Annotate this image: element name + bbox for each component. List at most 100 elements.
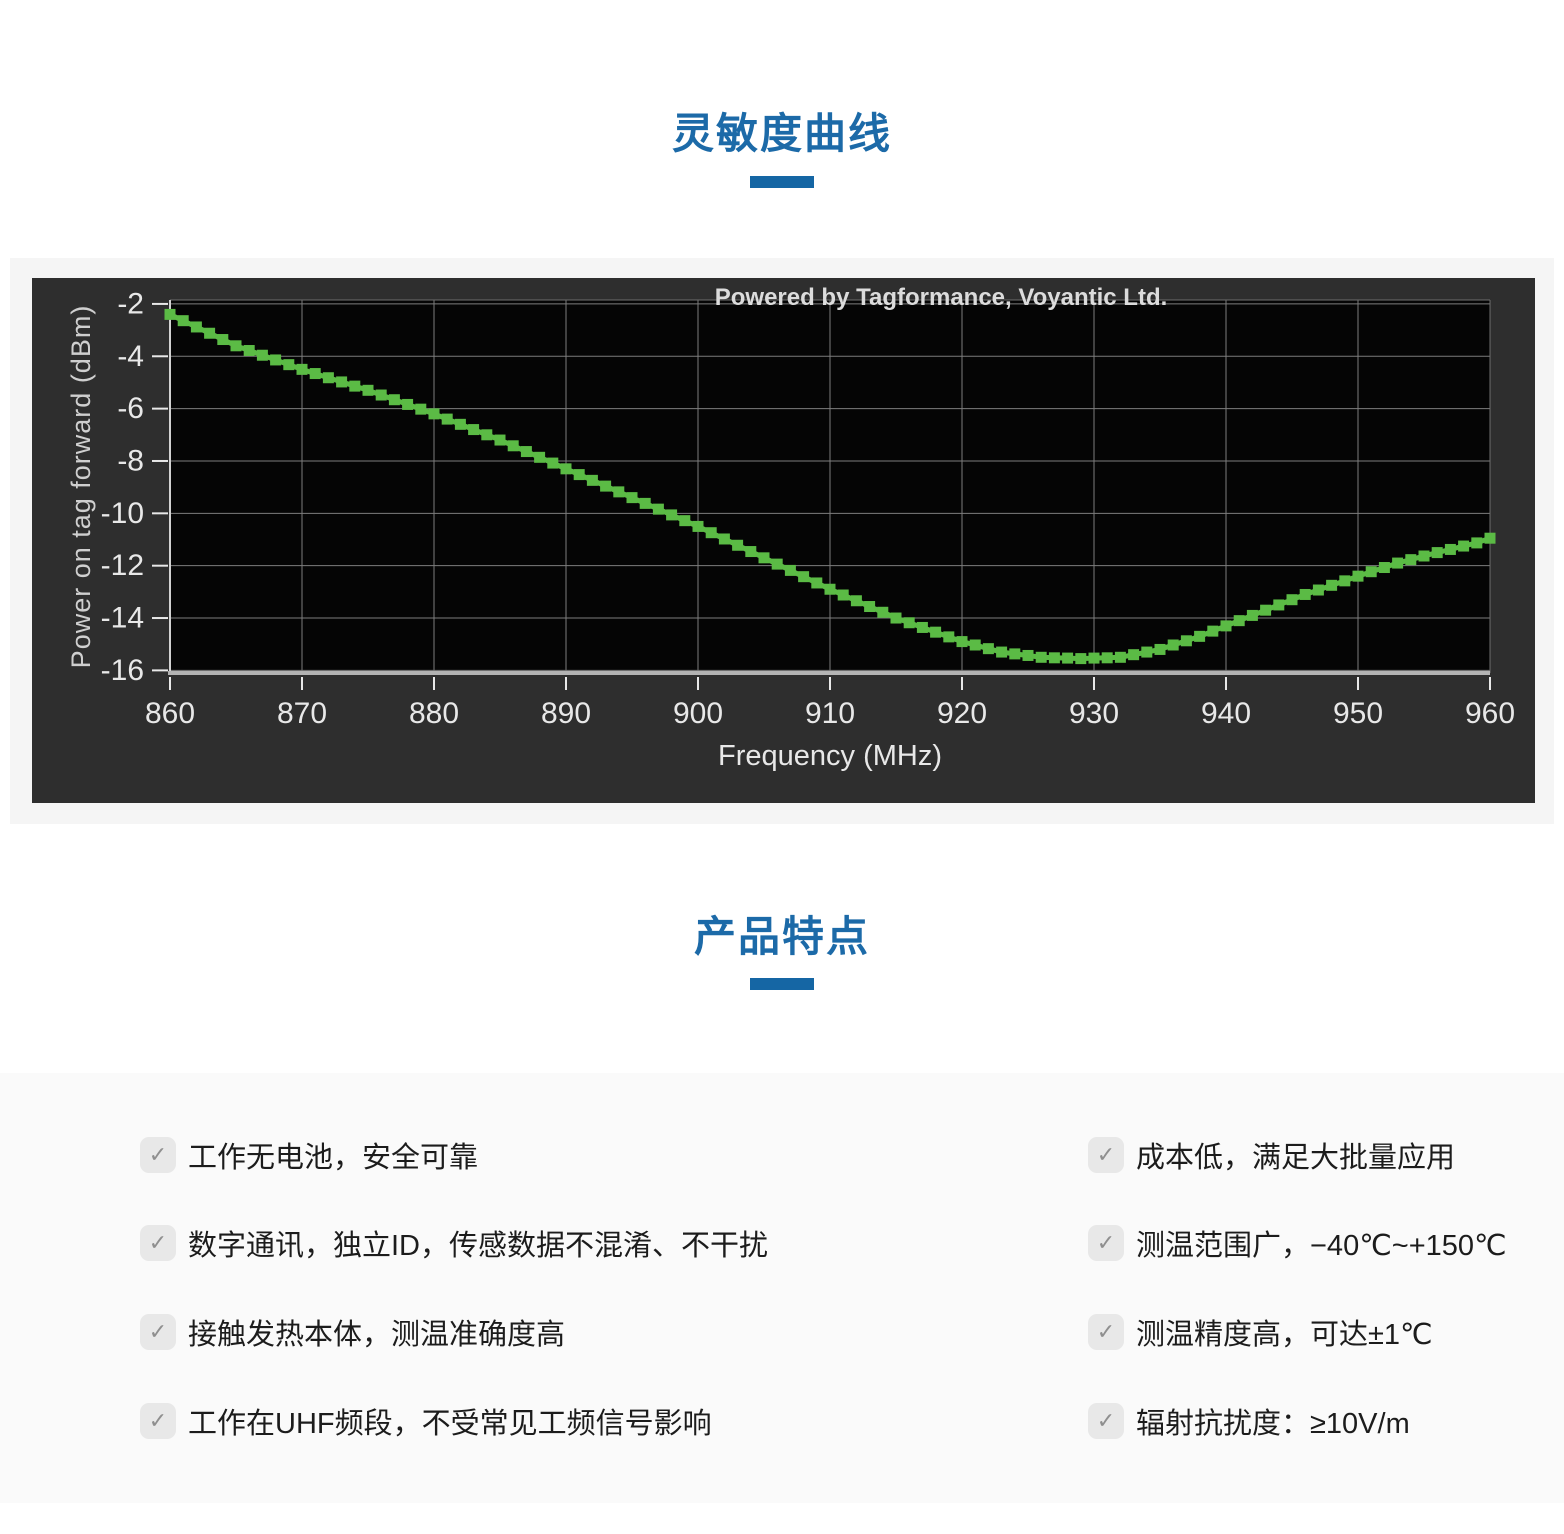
data-point-marker	[1141, 646, 1153, 658]
data-point-marker	[336, 376, 348, 388]
data-point-marker	[982, 643, 994, 655]
data-point-marker	[943, 631, 955, 643]
features-panel: ✓ 工作无电池，安全可靠 ✓ 数字通讯，独立ID，传感数据不混淆、不干扰 ✓ 接触发热本体…	[0, 1073, 1564, 1503]
feature-item: ✓ 数字通讯，独立ID，传感数据不混淆、不干扰	[140, 1223, 768, 1263]
data-point-marker	[639, 497, 651, 509]
data-point-marker	[903, 617, 915, 629]
data-point-marker	[1009, 648, 1021, 660]
x-tick-label: 860	[145, 697, 195, 730]
y-tick-label: -14	[101, 602, 144, 635]
data-point-marker	[1273, 599, 1285, 611]
watermark-text: Powered by Tagformance, Voyantic Ltd.	[715, 284, 1168, 311]
feature-item-label: 辐射抗扰度：≥10V/m	[1136, 1408, 1410, 1440]
x-tick-label: 930	[1069, 697, 1119, 730]
data-point-marker	[969, 639, 981, 651]
data-point-marker	[771, 558, 783, 570]
data-point-marker	[217, 334, 229, 346]
data-point-marker	[666, 509, 678, 521]
data-point-marker	[309, 368, 321, 380]
check-icon: ✓	[1088, 1225, 1124, 1261]
y-tick-label: -2	[117, 287, 144, 320]
data-point-marker	[1418, 550, 1430, 562]
data-point-marker	[1154, 643, 1166, 655]
title-underline-bar	[750, 978, 814, 990]
x-tick-label: 910	[805, 697, 855, 730]
data-point-marker	[1392, 557, 1404, 569]
sensitivity-section-title: 灵敏度曲线	[671, 110, 892, 157]
data-point-marker	[837, 589, 849, 601]
data-point-marker	[428, 408, 440, 420]
data-point-marker	[600, 480, 612, 492]
data-point-marker	[204, 327, 216, 339]
data-point-marker	[1326, 579, 1338, 591]
data-point-marker	[1207, 625, 1219, 637]
x-tick-label: 920	[937, 697, 987, 730]
data-point-marker	[784, 564, 796, 576]
data-point-marker	[613, 486, 625, 498]
data-point-marker	[626, 492, 638, 504]
x-tick-label: 950	[1333, 697, 1383, 730]
data-point-marker	[481, 429, 493, 441]
data-point-marker	[1352, 570, 1364, 582]
data-point-marker	[1167, 639, 1179, 651]
x-tick-label: 880	[409, 697, 459, 730]
data-point-marker	[388, 394, 400, 406]
feature-item-label: 测温范围广，−40℃~+150℃	[1136, 1230, 1507, 1262]
feature-item: ✓ 接触发热本体，测温准确度高	[140, 1312, 565, 1352]
data-point-marker	[1299, 588, 1311, 600]
data-point-marker	[375, 389, 387, 401]
feature-item: ✓ 测温精度高，可达±1℃	[1088, 1312, 1433, 1352]
data-point-marker	[1180, 635, 1192, 647]
x-tick-label: 870	[277, 697, 327, 730]
data-point-marker	[441, 413, 453, 425]
data-point-marker	[679, 515, 691, 527]
check-icon: ✓	[1088, 1403, 1124, 1439]
data-point-marker	[415, 403, 427, 415]
feature-item: ✓ 工作在UHF频段，不受常见工频信号影响	[140, 1401, 712, 1441]
data-point-marker	[494, 434, 506, 446]
data-point-marker	[956, 636, 968, 648]
data-point-marker	[732, 539, 744, 551]
data-point-marker	[745, 546, 757, 558]
data-point-marker	[270, 354, 282, 366]
data-point-marker	[1220, 620, 1232, 632]
data-point-marker	[1194, 630, 1206, 642]
data-point-marker	[468, 424, 480, 436]
data-point-marker	[692, 520, 704, 532]
y-tick-label: -4	[117, 340, 144, 373]
check-icon: ✓	[1088, 1137, 1124, 1173]
data-point-marker	[1471, 537, 1483, 549]
data-point-marker	[1246, 609, 1258, 621]
data-point-marker	[1312, 584, 1324, 596]
sensitivity-chart: -2 -4 -6 -8 -10 -12 -14 -16 860 870 880 890 900 910 92…	[32, 278, 1535, 803]
data-point-marker	[1233, 615, 1245, 627]
data-point-marker	[164, 308, 176, 320]
sensitivity-chart-panel: -2 -4 -6 -8 -10 -12 -14 -16 860 870 880 890 900 910 92…	[10, 258, 1554, 824]
data-point-marker	[1339, 575, 1351, 587]
data-point-marker	[1088, 652, 1100, 664]
feature-item-label: 工作无电池，安全可靠	[188, 1142, 479, 1174]
x-tick-label: 940	[1201, 697, 1251, 730]
data-point-marker	[230, 340, 242, 352]
feature-item-label: 数字通讯，独立ID，传感数据不混淆、不干扰	[188, 1230, 769, 1262]
data-point-marker	[1444, 543, 1456, 555]
data-point-marker	[454, 418, 466, 430]
feature-item: ✓ 辐射抗扰度：≥10V/m	[1088, 1401, 1410, 1441]
data-point-marker	[850, 595, 862, 607]
data-point-marker	[824, 583, 836, 595]
y-tick-label: -10	[101, 497, 144, 530]
data-point-marker	[573, 469, 585, 481]
data-point-marker	[1378, 562, 1390, 574]
data-point-marker	[190, 321, 202, 333]
data-point-marker	[1405, 554, 1417, 566]
y-tick-label: -12	[101, 549, 144, 582]
data-point-marker	[1286, 594, 1298, 606]
data-point-marker	[243, 345, 255, 357]
data-point-marker	[534, 451, 546, 463]
data-point-marker	[1114, 651, 1126, 663]
data-point-marker	[1075, 653, 1087, 665]
data-point-marker	[322, 372, 334, 384]
feature-item-label: 工作在UHF频段，不受常见工频信号影响	[188, 1408, 712, 1440]
feature-item-label: 成本低，满足大批量应用	[1136, 1142, 1456, 1174]
